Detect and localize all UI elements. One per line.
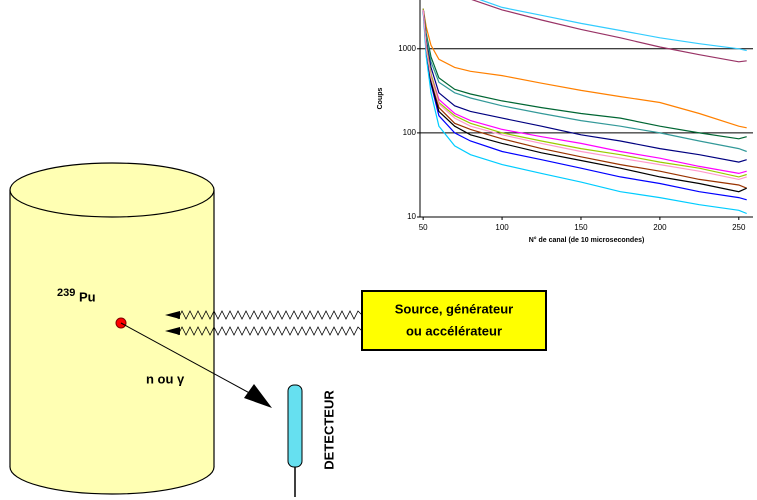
series-line: [479, 0, 747, 52]
beam-arrow: [165, 327, 180, 335]
cylinder-body: [10, 190, 214, 467]
x-tick-label: 50: [419, 223, 428, 232]
cylinder: [9, 162, 215, 495]
isotope-mass: 239: [57, 287, 75, 299]
series-line: [422, 8, 747, 163]
beam-arrow: [165, 311, 180, 319]
detector: [287, 384, 303, 468]
source-box: [361, 290, 547, 351]
x-axis-label: N° de canal (de 10 microsecondes): [529, 236, 645, 244]
source-label: Source, générateur: [395, 301, 514, 316]
emission-arrow: [244, 384, 272, 408]
y-axis-label: Coups: [377, 88, 384, 110]
emission-line: [120, 322, 256, 397]
series-line: [422, 8, 747, 140]
beam: [177, 310, 363, 320]
beam: [177, 326, 363, 336]
y-tick-label: 100: [403, 128, 417, 137]
x-tick-label: 100: [495, 223, 509, 232]
particle-label: n ou γ: [146, 371, 185, 386]
series-line: [422, 8, 747, 153]
series-line: [422, 12, 747, 215]
series-line: [422, 8, 747, 178]
x-tick-label: 250: [732, 223, 746, 232]
series-line: [422, 11, 747, 201]
plot-area: [422, 0, 747, 215]
cylinder-top: [9, 162, 215, 218]
x-tick-label: 200: [653, 223, 667, 232]
y-tick-label: 10: [407, 212, 416, 221]
y-tick-label: 1000: [398, 44, 416, 53]
series-line: [422, 9, 747, 193]
detector-label: DETECTEUR: [321, 390, 336, 470]
source-label: ou accélérateur: [406, 323, 502, 338]
series-line: [422, 9, 747, 181]
series-line: [422, 8, 747, 129]
series-line: [471, 0, 747, 63]
isotope: Pu: [79, 289, 96, 304]
x-tick-label: 150: [574, 223, 588, 232]
chart: 10 100 1000 50 100 150 200 250 N° de canal (de 1…: [377, 0, 753, 244]
